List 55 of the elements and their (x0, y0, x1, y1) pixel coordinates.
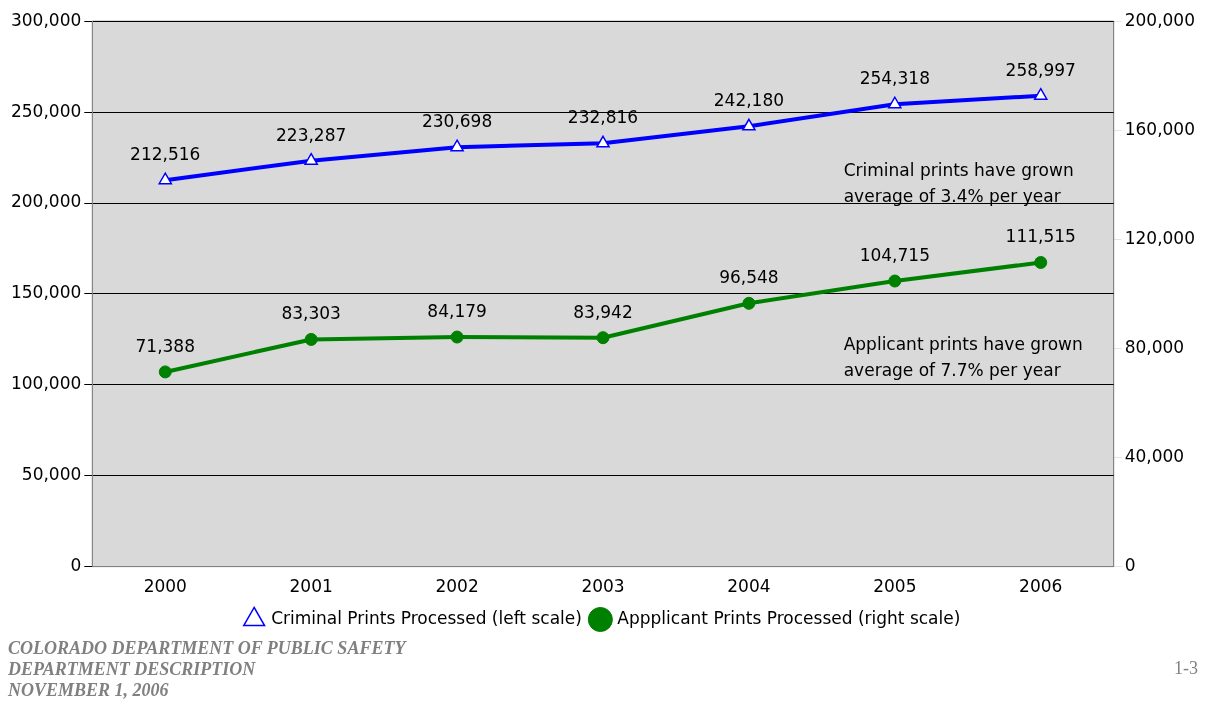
data-label: 258,997 (1005, 59, 1076, 80)
y2-tick-label: 80,000 (1124, 336, 1185, 357)
data-label: 83,942 (573, 301, 633, 322)
legend-label: Appplicant Prints Processed (right scale) (617, 607, 961, 628)
point (596, 331, 610, 345)
point (888, 274, 902, 288)
point (742, 296, 756, 310)
point (158, 365, 172, 379)
text: COLORADO DEPARTMENT OF PUBLIC SAFETY (8, 638, 406, 659)
y2-tick-label: 0 (1124, 555, 1136, 576)
x-tick-label: 2005 (873, 576, 917, 597)
x-tick-label: 2000 (143, 576, 187, 597)
point (450, 330, 464, 344)
y-tick-label: 300,000 (10, 9, 82, 30)
legend-label: Criminal Prints Processed (left scale) (271, 607, 582, 628)
annotation: Applicant prints have grown average of 7.7% per year (843, 334, 1083, 381)
y2-tick-label: 40,000 (1124, 445, 1185, 466)
data-label: 223,287 (276, 124, 347, 145)
y-tick-label: 200,000 (10, 191, 82, 212)
y-tick-label: 250,000 (10, 100, 82, 121)
x-tick-label: 2001 (289, 576, 333, 597)
x-tick-label: 2004 (727, 576, 771, 597)
data-label: 96,548 (719, 267, 779, 288)
point (304, 152, 318, 165)
x-tick-label: 2006 (1019, 576, 1063, 597)
point (742, 118, 756, 131)
point (158, 172, 173, 185)
y-tick-label: 0 (70, 555, 82, 576)
point (888, 96, 902, 109)
x-tick-label: 2002 (435, 576, 479, 597)
data-label: 111,515 (1005, 226, 1076, 247)
y2-tick-label: 120,000 (1124, 227, 1196, 248)
text: 1-3 (1174, 658, 1198, 679)
text: NOVEMBER 1, 2006 (8, 680, 170, 701)
y-tick-label: 100,000 (10, 373, 82, 394)
data-label: 104,715 (859, 244, 930, 265)
data-label: 71,388 (135, 335, 195, 356)
y-tick-label: 50,000 (21, 464, 82, 485)
point (1033, 87, 1048, 100)
data-label: 83,303 (281, 303, 341, 324)
point (596, 135, 610, 148)
data-label: 212,516 (130, 144, 201, 165)
point (450, 139, 464, 152)
y-tick-label: 150,000 (10, 282, 82, 303)
text: DEPARTMENT DESCRIPTION (8, 659, 257, 680)
y2-tick-label: 200,000 (1124, 9, 1196, 30)
data-label: 254,318 (859, 68, 930, 89)
point (304, 332, 318, 346)
point (1034, 256, 1048, 269)
data-label: 230,698 (421, 111, 493, 132)
data-label: 242,180 (713, 90, 785, 111)
x-tick-label: 2003 (581, 576, 625, 597)
annotation: Criminal prints have grown average of 3.4% per year (843, 159, 1074, 206)
y2-tick-label: 160,000 (1124, 118, 1196, 139)
data-label: 84,179 (427, 300, 487, 321)
